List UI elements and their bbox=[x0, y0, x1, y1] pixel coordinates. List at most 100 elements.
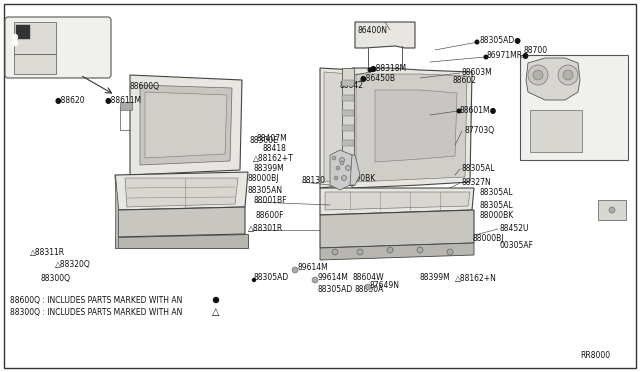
Polygon shape bbox=[526, 58, 580, 100]
FancyBboxPatch shape bbox=[5, 17, 111, 78]
Text: 88602: 88602 bbox=[453, 76, 477, 84]
Text: 88305AL: 88305AL bbox=[480, 187, 514, 196]
Polygon shape bbox=[340, 155, 360, 185]
Circle shape bbox=[533, 70, 543, 80]
Circle shape bbox=[558, 65, 578, 85]
Text: 88399M: 88399M bbox=[253, 164, 284, 173]
Circle shape bbox=[13, 35, 17, 39]
Polygon shape bbox=[145, 92, 227, 158]
Polygon shape bbox=[115, 175, 118, 248]
Polygon shape bbox=[320, 243, 474, 260]
Polygon shape bbox=[325, 192, 470, 210]
Bar bbox=[530, 110, 582, 152]
Bar bbox=[14, 54, 56, 74]
Polygon shape bbox=[140, 85, 232, 165]
Text: ●88318M: ●88318M bbox=[370, 64, 407, 73]
Circle shape bbox=[365, 284, 371, 290]
Polygon shape bbox=[375, 90, 457, 162]
Text: 88000BK: 88000BK bbox=[480, 211, 515, 219]
Text: 88001BF: 88001BF bbox=[253, 196, 287, 205]
Text: 87649N: 87649N bbox=[370, 280, 400, 289]
Text: 88305AN: 88305AN bbox=[248, 186, 283, 195]
Bar bbox=[342, 155, 354, 161]
Polygon shape bbox=[125, 178, 238, 207]
Text: 88604W: 88604W bbox=[353, 273, 385, 282]
Polygon shape bbox=[118, 207, 245, 237]
Text: 89614M: 89614M bbox=[298, 263, 329, 273]
Circle shape bbox=[339, 157, 344, 163]
Bar bbox=[342, 170, 354, 176]
Circle shape bbox=[342, 176, 346, 180]
Polygon shape bbox=[352, 68, 472, 188]
Bar bbox=[342, 110, 354, 116]
Text: △88162+T: △88162+T bbox=[253, 154, 294, 163]
Text: ●86450B: ●86450B bbox=[360, 74, 396, 83]
Text: 88600Q : INCLUDES PARTS MARKED WITH AN: 88600Q : INCLUDES PARTS MARKED WITH AN bbox=[10, 295, 182, 305]
Polygon shape bbox=[324, 72, 350, 182]
Circle shape bbox=[484, 55, 488, 59]
Text: RR8000: RR8000 bbox=[580, 350, 610, 359]
Polygon shape bbox=[356, 74, 467, 182]
Circle shape bbox=[563, 70, 573, 80]
Text: 88300E: 88300E bbox=[249, 135, 278, 144]
Circle shape bbox=[292, 267, 298, 273]
Bar bbox=[520, 55, 628, 160]
Text: 86400N: 86400N bbox=[358, 26, 388, 35]
Circle shape bbox=[357, 249, 363, 255]
Polygon shape bbox=[115, 172, 248, 210]
Text: 88642: 88642 bbox=[340, 80, 364, 90]
Text: ●88620: ●88620 bbox=[55, 96, 86, 105]
Text: 88418: 88418 bbox=[263, 144, 287, 153]
Circle shape bbox=[334, 176, 338, 180]
Circle shape bbox=[457, 109, 461, 113]
Circle shape bbox=[528, 65, 548, 85]
Circle shape bbox=[609, 207, 615, 213]
Circle shape bbox=[340, 161, 344, 165]
Bar bbox=[342, 80, 354, 86]
Circle shape bbox=[253, 279, 255, 282]
Text: 88600Q: 88600Q bbox=[130, 81, 160, 90]
Text: ●88611M: ●88611M bbox=[105, 96, 142, 105]
Bar bbox=[16, 25, 30, 39]
Circle shape bbox=[214, 298, 218, 302]
Text: 88603M: 88603M bbox=[462, 67, 493, 77]
Text: 99614M: 99614M bbox=[318, 273, 349, 282]
Text: △88320Q: △88320Q bbox=[55, 260, 91, 269]
Text: △: △ bbox=[212, 307, 220, 317]
Text: 88600F: 88600F bbox=[255, 211, 284, 219]
Text: 88399M: 88399M bbox=[420, 273, 451, 282]
Text: 88050A: 88050A bbox=[355, 285, 385, 295]
Text: △88162+N: △88162+N bbox=[455, 273, 497, 282]
Circle shape bbox=[332, 156, 336, 160]
Text: 88305AD: 88305AD bbox=[318, 285, 353, 295]
Circle shape bbox=[387, 247, 393, 253]
Text: 88000BJ: 88000BJ bbox=[248, 173, 280, 183]
Text: 88327N: 88327N bbox=[462, 177, 492, 186]
Bar bbox=[14, 22, 56, 54]
Text: 87703Q: 87703Q bbox=[465, 125, 495, 135]
Polygon shape bbox=[355, 22, 415, 48]
Text: 86971MR●: 86971MR● bbox=[487, 51, 530, 60]
Bar bbox=[342, 125, 354, 131]
Polygon shape bbox=[115, 234, 248, 248]
Polygon shape bbox=[130, 75, 242, 175]
Text: 88305AL: 88305AL bbox=[462, 164, 495, 173]
Circle shape bbox=[336, 166, 340, 170]
Text: 88300Q: 88300Q bbox=[40, 273, 70, 282]
Bar bbox=[342, 95, 354, 101]
Text: 88407M: 88407M bbox=[257, 134, 288, 142]
Text: 88452U: 88452U bbox=[500, 224, 529, 232]
Circle shape bbox=[312, 277, 318, 283]
Circle shape bbox=[475, 40, 479, 44]
Text: 88000BJ: 88000BJ bbox=[473, 234, 504, 243]
Text: 88305AD: 88305AD bbox=[254, 273, 289, 282]
Bar bbox=[120, 102, 132, 110]
Polygon shape bbox=[320, 188, 474, 215]
Text: 00305AF: 00305AF bbox=[500, 241, 534, 250]
Text: △88311R: △88311R bbox=[30, 248, 65, 257]
Bar bbox=[342, 140, 354, 146]
Text: 88305AL: 88305AL bbox=[480, 201, 514, 209]
Text: 88601M●: 88601M● bbox=[460, 106, 497, 115]
Text: 88300Q : INCLUDES PARTS MARKED WITH AN: 88300Q : INCLUDES PARTS MARKED WITH AN bbox=[10, 308, 182, 317]
Text: △88301R: △88301R bbox=[248, 224, 284, 232]
